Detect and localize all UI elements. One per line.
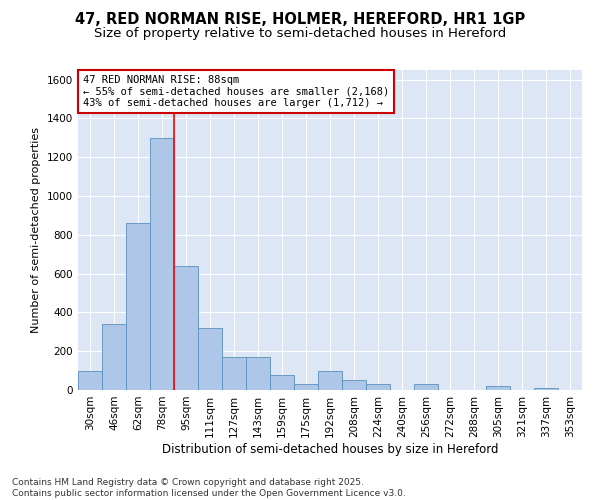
Bar (342, 380, 366, 390)
Y-axis label: Number of semi-detached properties: Number of semi-detached properties (31, 127, 41, 333)
Bar (534, 388, 558, 390)
Bar (150, 138, 174, 390)
Bar (246, 357, 270, 390)
Bar (222, 357, 246, 390)
Bar (294, 384, 318, 390)
Bar (318, 370, 342, 390)
Text: 47 RED NORMAN RISE: 88sqm
← 55% of semi-detached houses are smaller (2,168)
43% : 47 RED NORMAN RISE: 88sqm ← 55% of semi-… (83, 75, 389, 108)
Bar (414, 384, 438, 390)
Bar (270, 376, 294, 390)
X-axis label: Distribution of semi-detached houses by size in Hereford: Distribution of semi-detached houses by … (162, 442, 498, 456)
Bar (102, 324, 126, 390)
Bar (198, 328, 222, 390)
Text: 47, RED NORMAN RISE, HOLMER, HEREFORD, HR1 1GP: 47, RED NORMAN RISE, HOLMER, HEREFORD, H… (75, 12, 525, 28)
Bar (126, 223, 150, 390)
Text: Size of property relative to semi-detached houses in Hereford: Size of property relative to semi-detach… (94, 28, 506, 40)
Text: Contains HM Land Registry data © Crown copyright and database right 2025.
Contai: Contains HM Land Registry data © Crown c… (12, 478, 406, 498)
Bar (78, 370, 102, 390)
Bar (174, 266, 198, 390)
Bar (366, 384, 390, 390)
Bar (486, 386, 510, 390)
